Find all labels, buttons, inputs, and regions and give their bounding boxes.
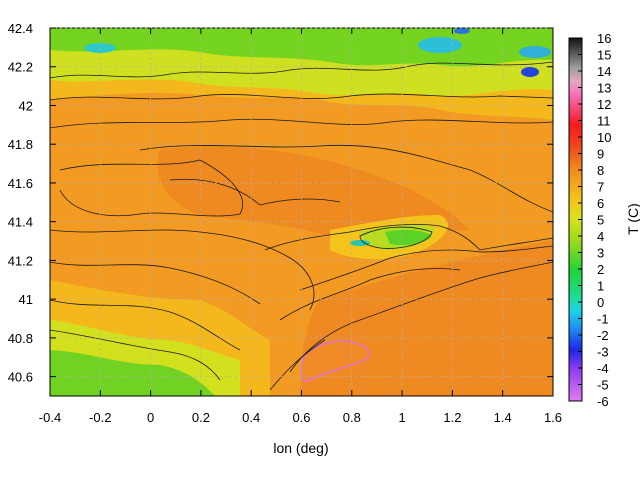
colorbar-tick-label: 11 [597, 114, 611, 129]
x-tick-label: 0.8 [343, 410, 361, 425]
colorbar-tick-label: -5 [597, 378, 609, 393]
x-axis-ticks: -0.4 -0.2 0 0.2 0.4 0.6 0.8 1 1.2 1.4 1.6 [39, 28, 562, 425]
colorbar-tick-label: 1 [597, 279, 604, 294]
x-tick-label: -0.2 [89, 410, 111, 425]
colorbar-tick-label: 3 [597, 246, 604, 261]
colorbar-tick-label: 13 [597, 81, 611, 96]
x-tick-label: 1.2 [443, 410, 461, 425]
y-tick-label: 41.4 [8, 215, 33, 230]
x-tick-label: 0 [147, 410, 154, 425]
y-tick-label: 42.4 [8, 21, 33, 36]
colorbar-tick-label: -4 [597, 361, 609, 376]
y-tick-label: 42 [19, 98, 33, 113]
y-axis-ticks: 40.6 40.8 41 41.2 41.4 41.6 41.8 42 42.2 42.4 [8, 21, 553, 385]
colorbar-tick-label: 4 [597, 229, 604, 244]
colorbar-tick-label: 10 [597, 130, 611, 145]
colorbar-tick-label: 8 [597, 163, 604, 178]
x-tick-label: 1 [398, 410, 405, 425]
x-tick-label: 0.2 [192, 410, 210, 425]
colorbar-tick-label: -6 [597, 394, 609, 409]
colorbar-tick-label: 6 [597, 196, 604, 211]
colorbar-tick-label: 9 [597, 147, 604, 162]
y-tick-label: 41.8 [8, 137, 33, 152]
x-tick-label: 0.6 [292, 410, 310, 425]
colorbar-tick-label: 0 [597, 295, 604, 310]
colorbar-tick-label: -1 [597, 312, 609, 327]
colorbar-tick-label: 15 [597, 48, 611, 63]
x-tick-label: 1.4 [494, 410, 512, 425]
colorbar-tick-label: -2 [597, 328, 609, 343]
colorbar-title: T (C) [625, 203, 640, 235]
colorbar-tick-label: 12 [597, 97, 611, 112]
colorbar-tick-label: 5 [597, 213, 604, 228]
x-axis-title: lon (deg) [273, 440, 328, 456]
colorbar-tick-label: 16 [597, 31, 611, 46]
colorbar-tick-label: 7 [597, 180, 604, 195]
x-tick-label: 1.6 [544, 410, 562, 425]
y-tick-label: 40.6 [8, 370, 33, 385]
x-tick-label: 0.4 [242, 410, 260, 425]
y-tick-label: 41 [19, 292, 33, 307]
y-tick-label: 41.2 [8, 253, 33, 268]
x-tick-label: -0.4 [39, 410, 61, 425]
colorbar-tick-label: 2 [597, 262, 604, 277]
y-tick-label: 42.2 [8, 60, 33, 75]
y-tick-label: 40.8 [8, 331, 33, 346]
y-tick-label: 41.6 [8, 176, 33, 191]
colorbar-tick-label: 14 [597, 64, 611, 79]
colorbar-tick-label: -3 [597, 345, 609, 360]
